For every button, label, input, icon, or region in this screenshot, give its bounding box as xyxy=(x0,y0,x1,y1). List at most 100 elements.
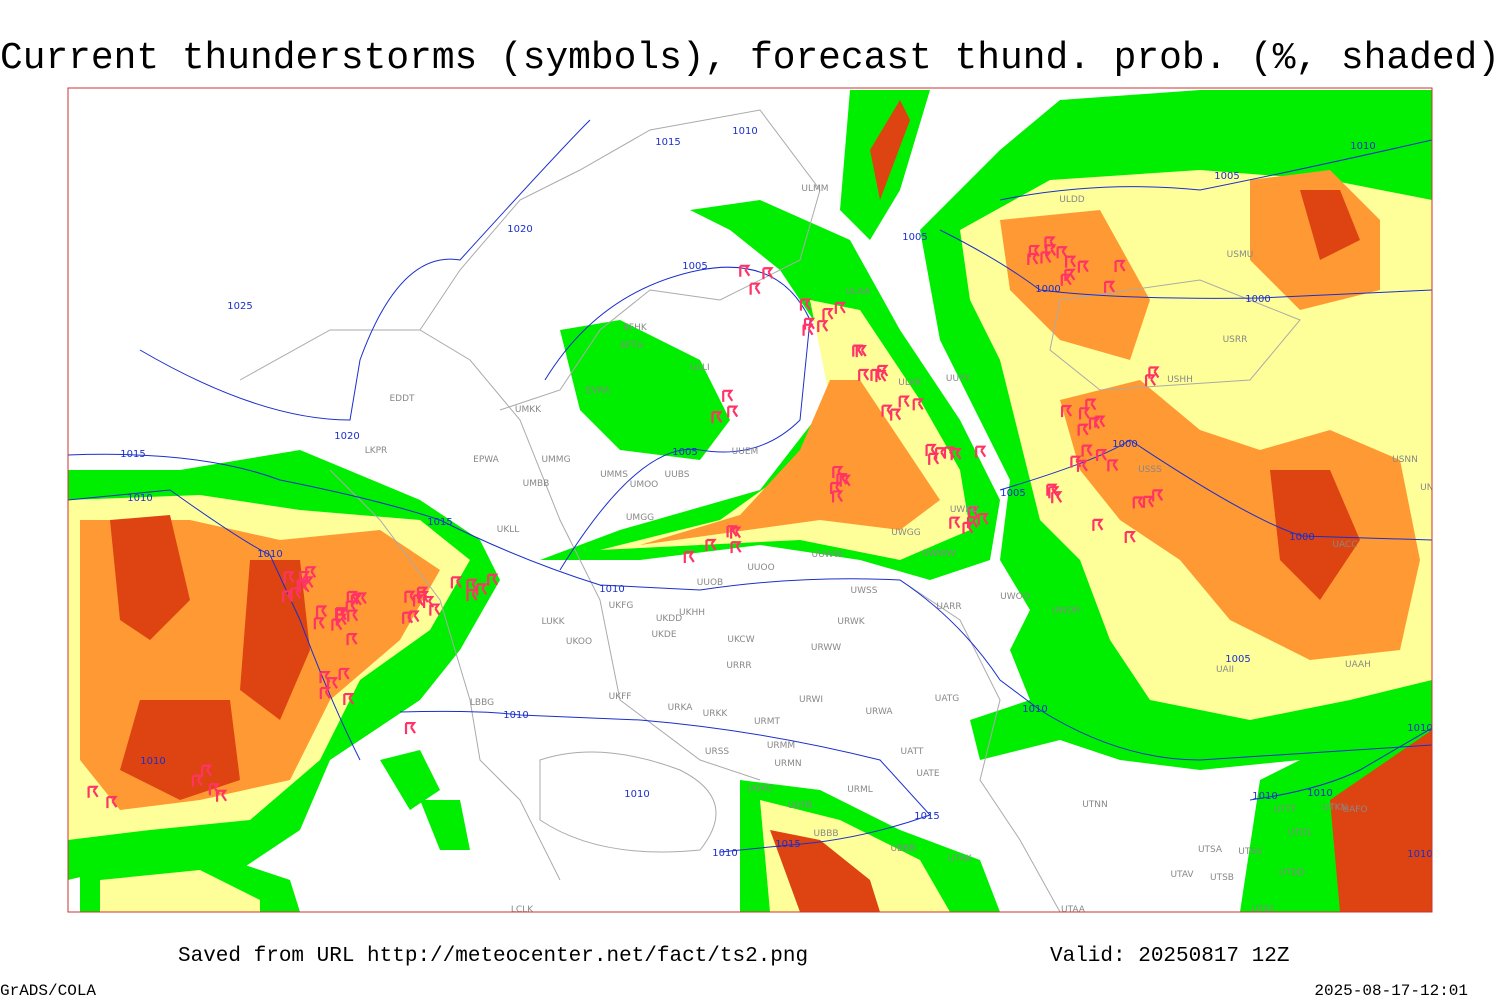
map-area: 1015 1010 1020 1025 1005 1020 1015 1010 1005 1015… xyxy=(68,88,1432,915)
thunderstorm-symbol xyxy=(487,573,499,586)
station-label: EFHK xyxy=(623,323,648,333)
isobar-label: 1015 xyxy=(427,517,452,528)
station-label: LUKK xyxy=(542,617,566,627)
timestamp: 2025-08-17-12:01 xyxy=(1314,982,1468,1000)
isobar-label: 1005 xyxy=(902,232,927,243)
thunderstorm-symbol xyxy=(1064,255,1077,268)
thunderstorm-symbol xyxy=(1103,280,1116,293)
station-label: ULMM xyxy=(801,184,828,194)
station-label: UWOR xyxy=(1052,606,1081,616)
thunderstorm-symbol xyxy=(749,282,761,295)
thunderstorm-symbol xyxy=(1107,459,1119,472)
station-label: UMGG xyxy=(626,513,654,523)
station-label: USNN xyxy=(1392,455,1418,465)
station-label: UWKD xyxy=(950,505,978,515)
station-label: UBBB xyxy=(813,829,838,839)
thunderstorm-symbol xyxy=(346,632,358,646)
thunderstorm-symbol xyxy=(1064,268,1076,281)
thunderstorm-symbol xyxy=(404,722,417,735)
station-label: UUEM xyxy=(732,447,759,457)
thunderstorm-symbol xyxy=(408,610,420,623)
station-label: URMN xyxy=(774,759,801,769)
thunderstorm-symbol xyxy=(1114,259,1126,272)
thunderstorm-symbol xyxy=(962,521,974,534)
station-label: UTKN xyxy=(1323,803,1348,813)
thunderstorm-symbol xyxy=(727,405,739,418)
station-label: UKLL xyxy=(497,525,520,535)
thunderstorm-symbol xyxy=(1056,246,1068,259)
thunderstorm-symbol xyxy=(319,671,331,684)
isobar-label: 1005 xyxy=(672,447,697,458)
station-label: UAII xyxy=(1216,665,1234,675)
station-label: UTDL xyxy=(1288,828,1312,838)
isobar-label: 1005 xyxy=(1225,654,1250,665)
station-label: UATG xyxy=(935,694,960,704)
station-label: EDDT xyxy=(389,394,415,404)
station-label: URWW xyxy=(811,643,841,653)
isobar-label: 1015 xyxy=(775,839,800,850)
station-label: URWK xyxy=(837,617,865,627)
station-label: UWSS xyxy=(851,586,878,596)
station-label: USRR xyxy=(1223,335,1248,345)
station-label: UKOO xyxy=(566,637,592,647)
station-label: UUOO xyxy=(747,563,774,573)
thunderstorm-symbol xyxy=(722,389,734,402)
thunderstorm-symbol xyxy=(1148,366,1160,379)
thunderstorm-symbol xyxy=(283,571,295,584)
software: GrADS/COLA xyxy=(0,982,96,1000)
station-label: URKK xyxy=(703,709,729,719)
thunderstorm-symbol xyxy=(925,443,937,457)
thunderstorm-symbol xyxy=(1040,251,1052,264)
isobar-label: 1025 xyxy=(227,301,252,312)
station-label: UBBB xyxy=(890,844,915,854)
station-label: UTSS xyxy=(1238,847,1262,857)
thunderstorm-symbol xyxy=(429,603,441,616)
station-label: ULAA xyxy=(846,287,871,297)
station-label: UTTT xyxy=(1274,805,1297,815)
station-label: USHH xyxy=(1167,375,1193,385)
station-label: URKA xyxy=(668,703,694,713)
thunderstorm-symbol xyxy=(834,301,847,314)
station-label: UKFG xyxy=(609,601,634,611)
isobar-label: 1010 xyxy=(1307,788,1332,799)
station-label: UKCW xyxy=(727,635,754,645)
thunderstorm-symbol xyxy=(762,267,774,280)
station-label: UMKK xyxy=(515,405,542,415)
isobar-label: 1010 xyxy=(257,549,282,560)
station-label: URSS xyxy=(705,747,730,757)
thunderstorm-symbol xyxy=(106,796,118,809)
station-label: URWI xyxy=(799,695,823,705)
isobar-label: 1010 xyxy=(712,848,737,859)
thunderstorm-symbol xyxy=(191,774,204,787)
isobar-label: 1010 xyxy=(1022,704,1047,715)
thunderstorm-symbol xyxy=(1060,404,1073,418)
station-label: LBBG xyxy=(470,698,494,708)
thunderstorm-symbol xyxy=(898,395,910,408)
thunderstorm-symbol xyxy=(313,617,326,630)
station-label: URWA xyxy=(865,707,893,717)
station-label: UTSB xyxy=(1210,873,1234,883)
isobar-label: 1010 xyxy=(503,710,528,721)
isobar-label: 1010 xyxy=(624,789,649,800)
thunderstorm-symbol xyxy=(975,445,987,458)
thunderstorm-symbol xyxy=(350,593,363,606)
isobar-label: 1010 xyxy=(127,493,152,504)
thunderstorm-symbol xyxy=(1132,496,1144,509)
thunderstorm-symbol xyxy=(404,590,416,603)
station-label: USSS xyxy=(1138,465,1162,475)
thunderstorm-symbol xyxy=(858,368,870,381)
thunderstorm-symbol xyxy=(476,583,488,596)
thunderstorm-symbol xyxy=(949,516,961,529)
station-label: LCLK xyxy=(511,905,534,915)
isobar-label: 1000 xyxy=(1245,294,1270,305)
station-label: UUOB xyxy=(697,578,723,588)
isobar-label: 1010 xyxy=(1350,141,1375,152)
thunderstorm-symbol xyxy=(1078,407,1091,420)
thunderstorm-symbol xyxy=(739,264,751,277)
station-label: UKDE xyxy=(651,630,676,640)
valid-time: Valid: 20250817 12Z xyxy=(1050,945,1289,968)
thunderstorm-symbol xyxy=(1144,374,1157,387)
station-label: UTNN xyxy=(1082,800,1108,810)
thunderstorm-symbol xyxy=(331,618,343,631)
